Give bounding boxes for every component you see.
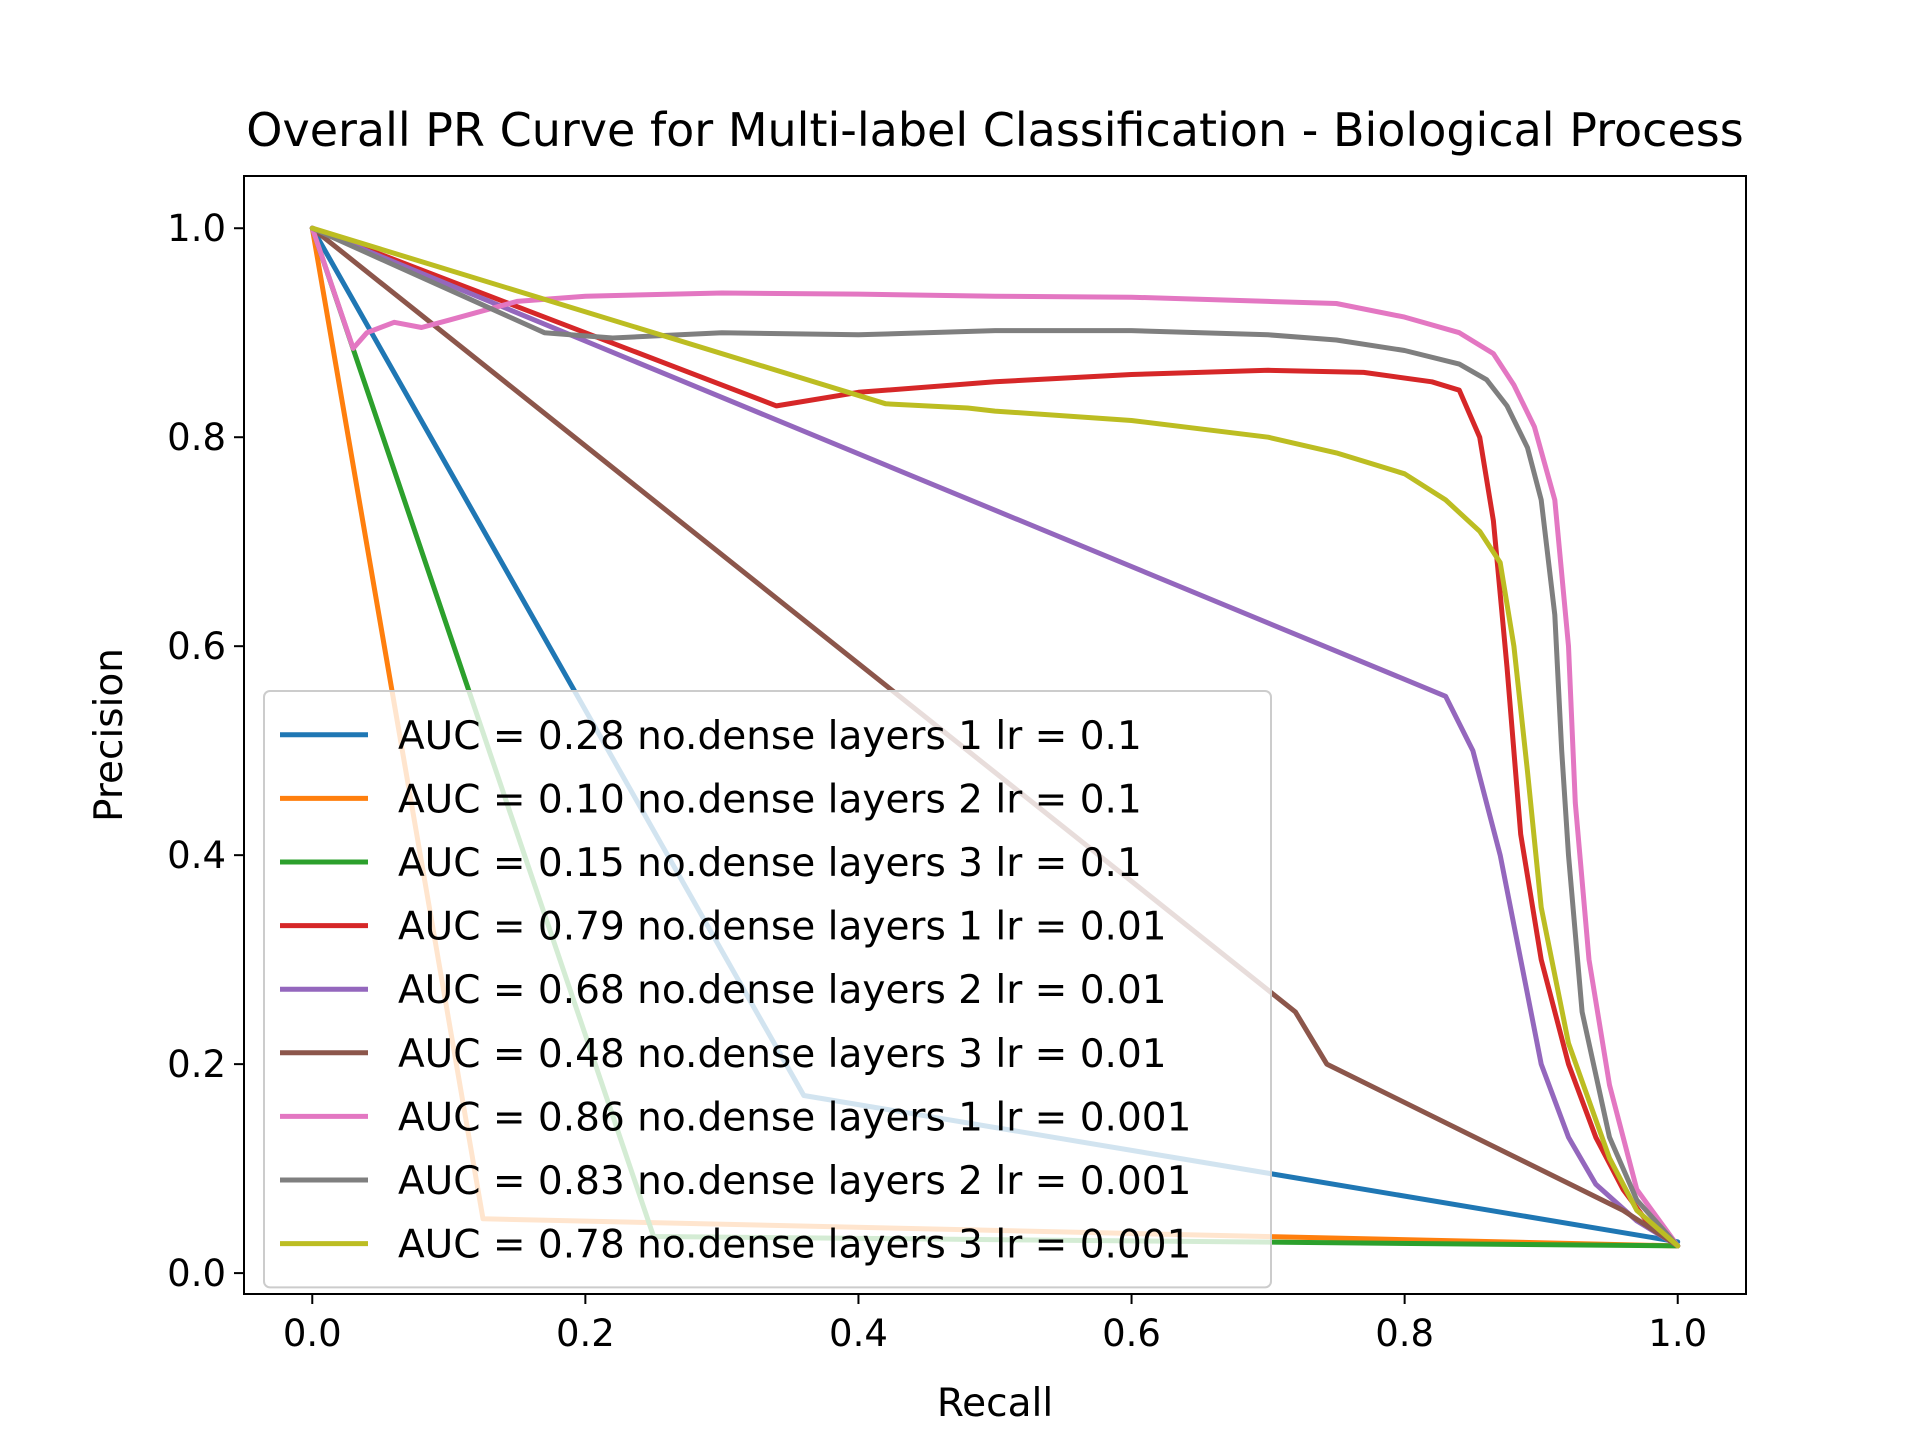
x-tick-label: 1.0 [1648, 1312, 1707, 1355]
legend-box [263, 690, 1272, 1289]
chart-title: Overall PR Curve for Multi-label Classif… [246, 103, 1743, 157]
x-axis-label: Recall [937, 1381, 1053, 1426]
legend-entry: AUC = 0.28 no.dense layers 1 lr = 0.1 [398, 714, 1142, 759]
series-line-9 [309, 225, 1681, 1249]
legend-entry: AUC = 0.86 no.dense layers 1 lr = 0.001 [398, 1095, 1191, 1140]
plot-frame [243, 175, 1747, 1295]
legend-entry: AUC = 0.83 no.dense layers 2 lr = 0.001 [398, 1159, 1191, 1204]
y-tick-label: 0.2 [167, 1043, 226, 1086]
legend-entry: AUC = 0.15 no.dense layers 3 lr = 0.1 [398, 841, 1142, 886]
series-line-4 [309, 225, 1681, 1249]
series-line-5 [309, 225, 1681, 1249]
y-tick-label: 1.0 [167, 207, 226, 250]
x-tick-label: 0.8 [1375, 1312, 1434, 1355]
legend-entry: AUC = 0.10 no.dense layers 2 lr = 0.1 [398, 777, 1142, 822]
legend-entry: AUC = 0.48 no.dense layers 3 lr = 0.01 [398, 1032, 1167, 1077]
x-axis: 0.0 0.2 0.4 0.6 0.8 1.0 [283, 1294, 1707, 1355]
y-axis: 0.0 0.2 0.4 0.6 0.8 1.0 [167, 207, 244, 1295]
legend-entry: AUC = 0.78 no.dense layers 3 lr = 0.001 [398, 1223, 1191, 1268]
x-tick-label: 0.2 [556, 1312, 615, 1355]
y-tick-label: 0.6 [167, 625, 226, 668]
x-tick-label: 0.6 [1102, 1312, 1161, 1355]
y-tick-label: 0.8 [167, 416, 226, 459]
x-tick-label: 0.0 [283, 1312, 342, 1355]
y-tick-label: 0.4 [167, 834, 226, 877]
y-tick-label: 0.0 [167, 1252, 226, 1295]
series-line-7 [309, 225, 1681, 1249]
legend-entry: AUC = 0.79 no.dense layers 1 lr = 0.01 [398, 905, 1167, 950]
legend-entry: AUC = 0.68 no.dense layers 2 lr = 0.01 [398, 968, 1167, 1013]
legend: AUC = 0.28 no.dense layers 1 lr = 0.1 AUC… [263, 690, 1272, 1289]
y-axis-label: Precision [87, 648, 132, 822]
x-tick-label: 0.4 [829, 1312, 888, 1355]
series-line-8 [309, 225, 1681, 1249]
